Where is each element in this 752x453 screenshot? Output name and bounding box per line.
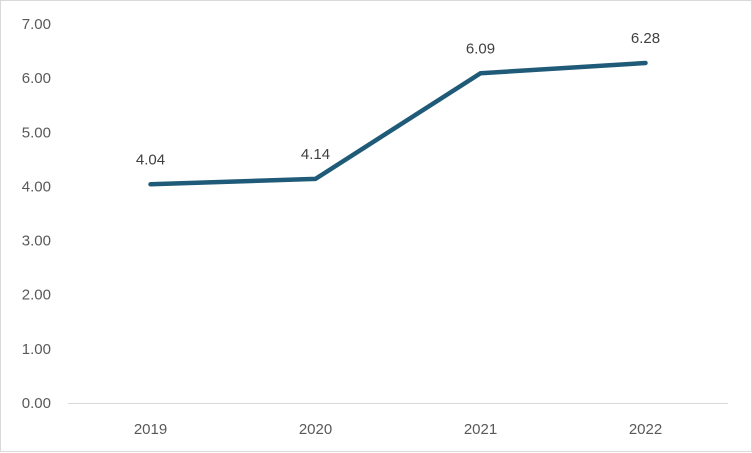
series-line	[148, 60, 648, 187]
x-tick-label: 2020	[299, 421, 332, 438]
data-labels: 4.04 4.14 6.09 6.28	[136, 30, 660, 168]
y-tick-label: 6.00	[22, 70, 51, 87]
y-axis-ticks: 0.00 1.00 2.00 3.00 4.00 5.00 6.00 7.00	[22, 16, 51, 412]
data-label: 6.28	[631, 30, 660, 47]
y-tick-label: 2.00	[22, 287, 51, 304]
y-tick-label: 5.00	[22, 124, 51, 141]
y-tick-label: 4.00	[22, 178, 51, 195]
data-label: 4.14	[301, 146, 330, 163]
y-tick-label: 3.00	[22, 233, 51, 250]
x-tick-label: 2019	[134, 421, 167, 438]
data-label: 4.04	[136, 151, 165, 168]
x-tick-label: 2022	[629, 421, 662, 438]
y-tick-label: 0.00	[22, 395, 51, 412]
y-tick-label: 7.00	[22, 16, 51, 33]
data-label: 6.09	[466, 40, 495, 57]
y-tick-label: 1.00	[22, 341, 51, 358]
x-axis-ticks: 2019 2020 2021 2022	[134, 421, 662, 438]
x-tick-label: 2021	[464, 421, 497, 438]
